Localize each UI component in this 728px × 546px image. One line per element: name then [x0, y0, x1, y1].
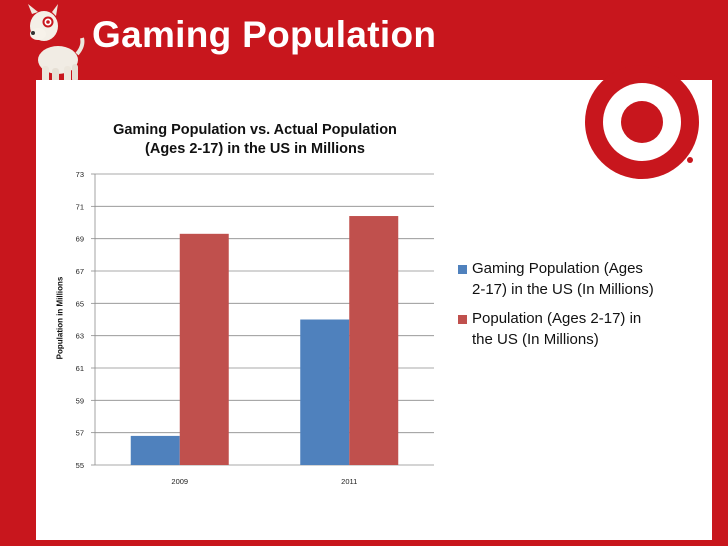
dog-mascot-icon	[28, 4, 85, 86]
y-tick-label: 65	[76, 299, 84, 308]
slide-title: Gaming Population	[92, 14, 437, 55]
chart-title-line-2: (Ages 2-17) in the US in Millions	[145, 141, 365, 157]
y-tick-label: 61	[76, 364, 84, 373]
y-tick-label: 71	[76, 202, 84, 211]
y-tick-label: 57	[76, 429, 84, 438]
legend-item-gaming: Gaming Population (Ages 2-17) in the US …	[458, 258, 658, 300]
chart-title: Gaming Population vs. Actual Population …	[90, 121, 420, 159]
y-tick-label: 73	[76, 170, 84, 179]
y-tick-label: 69	[76, 235, 84, 244]
y-tick-label: 63	[76, 332, 84, 341]
x-tick-label: 2009	[171, 477, 188, 486]
chart-legend: Gaming Population (Ages 2-17) in the US …	[458, 258, 658, 358]
legend-swatch-population	[458, 315, 467, 324]
legend-label-gaming: Gaming Population (Ages 2-17) in the US …	[472, 260, 654, 298]
chart-title-line-1: Gaming Population vs. Actual Population	[113, 122, 397, 138]
bar-gaming-2009	[130, 435, 180, 465]
target-bullseye-logo-icon	[585, 65, 699, 179]
y-tick-label: 67	[76, 267, 84, 276]
y-tick-label: 55	[76, 461, 84, 470]
bar-population-2011	[349, 216, 399, 465]
legend-swatch-gaming	[458, 265, 467, 274]
bar-population-2009	[179, 233, 229, 465]
legend-label-population: Population (Ages 2-17) in the US (In Mil…	[472, 310, 642, 348]
legend-item-population: Population (Ages 2-17) in the US (In Mil…	[458, 308, 658, 350]
x-tick-label: 2011	[341, 477, 357, 486]
bar-gaming-2011	[300, 319, 350, 465]
y-tick-label: 59	[76, 396, 84, 405]
